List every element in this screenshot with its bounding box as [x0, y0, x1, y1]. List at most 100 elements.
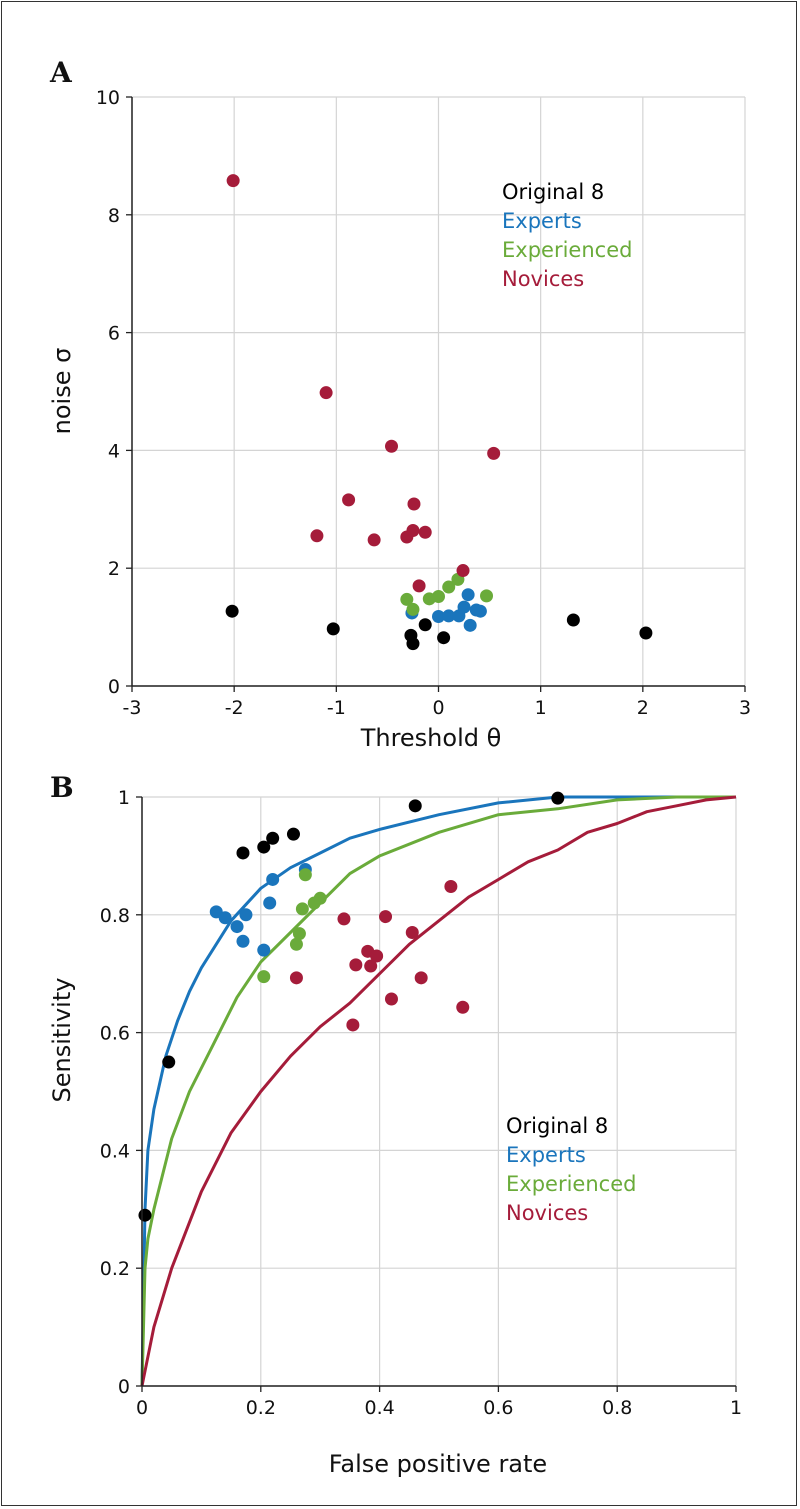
panel-b-point-novices [346, 1018, 360, 1032]
panel-b-roc-curves [140, 795, 737, 1387]
panel-b-point-experienced [257, 970, 271, 984]
panel-b: B 0 0.2 0.4 0.6 0.8 1 0 0.2 0.4 0.6 0.8 1 False pos… [48, 771, 742, 1478]
panel-b-y-tick-label: 0.8 [100, 905, 130, 927]
panel-b-point-original-8 [236, 846, 250, 860]
panel-a-point-experts [432, 609, 445, 623]
panel-b-point-experts [239, 908, 253, 922]
panel-b-point-novices [444, 880, 458, 894]
panel-b-point-novices [456, 1000, 470, 1014]
panel-a-grid [131, 96, 746, 687]
panel-b-y-tick-label: 0.2 [100, 1258, 130, 1280]
panel-b-point-original-8 [162, 1055, 176, 1069]
panel-a-x-tick-label: 0 [432, 697, 444, 719]
panel-a-point-original-8 [437, 631, 451, 645]
panel-a-point-novices [412, 579, 426, 593]
panel-b-point-experts [218, 911, 232, 925]
panel-a-point-original-8 [406, 637, 420, 651]
panel-a-point-novices [407, 497, 421, 511]
panel-a-x-tick-label: 2 [637, 697, 649, 719]
panel-b-point-experienced [298, 868, 312, 882]
panel-b-point-original-8 [286, 827, 300, 841]
panel-a-x-tick-label: 1 [535, 697, 547, 719]
panel-a-legend-experts: Experts [502, 209, 582, 233]
panel-a-point-novices [310, 529, 324, 543]
panel-a-point-experienced [406, 602, 420, 616]
panel-a-point-experts [457, 600, 471, 614]
panel-b-point-novices [289, 971, 303, 985]
panel-a-point-experienced [400, 592, 414, 606]
panel-a-x-tick-label: 3 [739, 697, 751, 719]
panel-b-point-experienced [295, 902, 309, 916]
panel-a-point-experts [461, 588, 475, 602]
panel-a-points [225, 174, 653, 651]
panel-a-y-tick-label: 10 [96, 87, 120, 109]
panel-b-point-experts [263, 896, 277, 910]
panel-a-point-novices [226, 174, 240, 188]
panel-b-point-experienced [292, 927, 306, 941]
panel-b-point-original-8 [257, 840, 271, 854]
panel-a-y-axis-label: noise σ [48, 348, 76, 435]
panel-a-legend-original: Original 8 [502, 180, 604, 204]
panel-b-legend-experts: Experts [506, 1143, 586, 1167]
panel-b-y-tick-label: 0 [118, 1376, 130, 1398]
panel-b-y-tick-label: 1 [118, 787, 130, 809]
panel-a-x-tick-label: -3 [123, 697, 142, 719]
panel-a-legend-novices: Novices [502, 267, 584, 291]
panel-a-point-original-8 [566, 613, 580, 627]
panel-b-curve-novices [140, 795, 737, 1387]
panel-b-point-experts [236, 934, 250, 948]
panel-b-x-tick-label: 0.6 [483, 1397, 513, 1419]
panel-a-point-original-8 [326, 622, 340, 636]
panel-b-point-experts [230, 920, 244, 934]
panel-b-point-original-8 [551, 791, 565, 805]
panel-b-x-axis-label: False positive rate [329, 1450, 547, 1478]
panel-b-y-axis-label: Sensitivity [48, 978, 76, 1103]
panel-b-legend: Original 8 Experts Experienced Novices [506, 1114, 636, 1225]
panel-b-point-novices [405, 925, 419, 939]
panel-b-y-tick-label: 0.4 [100, 1140, 130, 1162]
panel-b-curve-experienced [140, 795, 736, 1387]
panel-b-point-original-8 [138, 1208, 152, 1222]
panel-b-point-novices [337, 912, 351, 926]
panel-a-label: A [49, 56, 73, 89]
panel-b-x-tick-label: 0 [136, 1397, 148, 1419]
panel-a-y-tick-label: 6 [108, 323, 120, 345]
panel-b-point-novices [349, 958, 363, 972]
panel-a-point-novices [456, 564, 470, 578]
panel-b-x-tick-label: 0.4 [364, 1397, 394, 1419]
panel-b-point-experts [257, 943, 271, 957]
panel-a-y-tick-label: 2 [108, 558, 120, 580]
panel-b-legend-novices: Novices [506, 1201, 588, 1225]
panel-b-point-novices [384, 992, 398, 1006]
panel-a-point-novices [406, 524, 420, 538]
panel-a-x-tick-label: -2 [225, 697, 244, 719]
panel-a-point-novices [342, 493, 356, 507]
panel-a-point-original-8 [225, 604, 239, 618]
panel-b-x-tick-label: 0.8 [602, 1397, 632, 1419]
panel-b-point-experts [266, 872, 280, 886]
panel-a-y-tick-label: 0 [108, 676, 120, 698]
panel-a-point-novices [487, 446, 501, 460]
panel-b-point-original-8 [266, 831, 280, 845]
panel-a-legend-experienced: Experienced [502, 238, 632, 262]
panel-b-legend-experienced: Experienced [506, 1172, 636, 1196]
panel-b-x-tick-label: 0.2 [246, 1397, 276, 1419]
panel-a-point-novices [367, 533, 381, 547]
panel-b-label: B [50, 771, 74, 804]
panel-a-y-tick-label: 4 [108, 440, 120, 462]
panel-b-points [138, 791, 565, 1222]
panel-b-point-original-8 [408, 799, 422, 813]
panel-b-point-novices [364, 959, 378, 973]
panel-a-point-experienced [442, 580, 456, 594]
panel-a-point-experienced [480, 589, 494, 603]
panel-a-point-novices [319, 386, 333, 400]
panel-a-point-novices [418, 525, 432, 539]
panel-a-x-tick-label: -1 [327, 697, 346, 719]
panel-b-x-tick-label: 1 [730, 1397, 742, 1419]
panel-b-point-experienced [289, 937, 303, 951]
panel-b-point-experienced [313, 891, 327, 905]
panel-a-point-original-8 [639, 626, 653, 640]
